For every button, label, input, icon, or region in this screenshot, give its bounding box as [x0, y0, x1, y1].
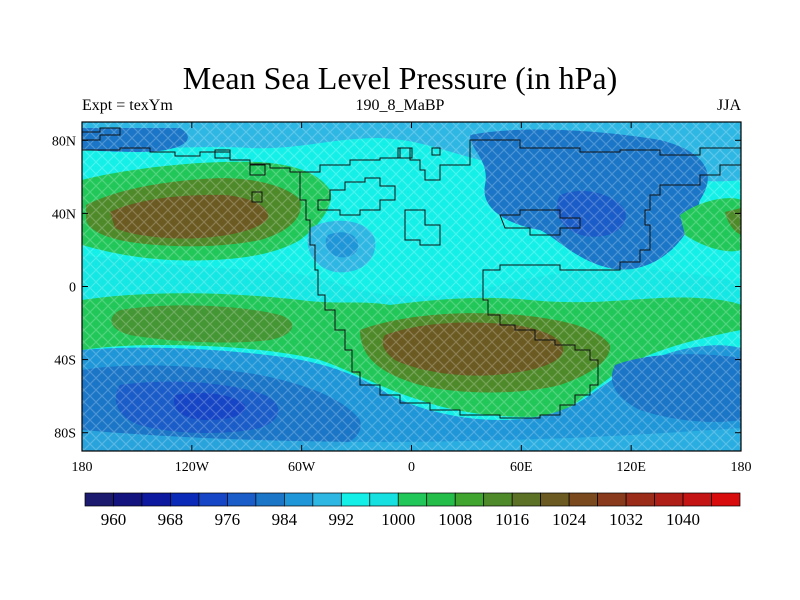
colorbar-swatch	[568, 492, 598, 507]
continent-outline	[82, 127, 741, 419]
lat-tick-label: 80N	[52, 134, 76, 149]
colorbar-swatch	[682, 492, 712, 507]
colorbar-swatch	[597, 492, 627, 507]
colorbar-swatch	[397, 492, 428, 507]
coastline-inland-sea	[317, 177, 396, 216]
lon-tick-label: 0	[408, 460, 415, 475]
colorbar-swatch	[255, 492, 285, 507]
coastline-island-6	[431, 147, 441, 156]
center-string: 190_8_MaBP	[355, 97, 445, 114]
colorbar-swatch	[84, 492, 114, 507]
coastline-west-islands	[82, 127, 121, 141]
colorbar-swatch	[340, 492, 371, 507]
coastline-island-1	[214, 149, 231, 159]
colorbar-swatch	[283, 492, 314, 507]
colorbar-label: 984	[272, 510, 298, 529]
lon-tick-label: 180	[72, 460, 93, 475]
colorbar-swatch	[511, 492, 542, 507]
colorbar-label: 1000	[381, 510, 415, 529]
colorbar-label: 1008	[438, 510, 472, 529]
colorbar-swatch	[113, 492, 143, 507]
lat-tick-label: 80S	[54, 427, 76, 442]
colorbar-swatch	[312, 492, 342, 507]
colorbar-swatch	[483, 492, 513, 507]
colorbar-label: 992	[329, 510, 355, 529]
colorbar-swatch	[711, 492, 741, 507]
coastline-island-5	[397, 147, 413, 159]
colorbar-swatch	[198, 492, 228, 507]
coastline-north	[300, 139, 741, 181]
colorbar-swatch	[625, 492, 655, 507]
coastline-island-2	[249, 164, 266, 176]
colorbar-swatch	[654, 492, 684, 507]
colorbar: 960 968 976 984 992 1000 1008 1016 1024 1032 1040	[84, 492, 741, 529]
lat-tick-label: 0	[69, 281, 76, 296]
colorbar-label: 1040	[666, 510, 700, 529]
colorbar-swatch	[227, 492, 257, 507]
colorbar-label: 968	[158, 510, 184, 529]
colorbar-label: 1032	[609, 510, 643, 529]
colorbar-label: 960	[101, 510, 127, 529]
colorbar-swatch	[369, 492, 399, 507]
left-string: Expt = texYm	[82, 97, 173, 114]
lon-tick-label: 180	[731, 460, 752, 475]
lat-tick-label: 40S	[54, 354, 76, 369]
hatch-overlay	[82, 122, 741, 451]
lon-tick-label: 120E	[616, 460, 646, 475]
latitude-axis: 80N 40N 0 40S 80S	[52, 134, 741, 442]
lon-tick-label: 60E	[510, 460, 533, 475]
coastline-island-3	[251, 191, 263, 203]
longitude-axis: 180 120W 60W 0 60E 120E 180	[72, 122, 752, 475]
lon-tick-label: 120W	[175, 460, 210, 475]
coastline-east-sea	[499, 209, 581, 236]
colorbar-swatch	[540, 492, 570, 507]
right-string: JJA	[716, 97, 741, 114]
coastline-main	[82, 147, 741, 419]
lon-tick-label: 60W	[288, 460, 316, 475]
colorbar-swatch	[170, 492, 200, 507]
colorbar-swatch	[454, 492, 485, 507]
lat-tick-label: 40N	[52, 207, 76, 222]
plot-title: Mean Sea Level Pressure (in hPa)	[182, 60, 618, 96]
colorbar-swatch	[426, 492, 456, 507]
pressure-field	[82, 122, 741, 451]
colorbar-label: 1016	[495, 510, 529, 529]
colorbar-label: 976	[215, 510, 241, 529]
colorbar-label: 1024	[552, 510, 587, 529]
coastline-island-4	[404, 209, 441, 246]
colorbar-swatch	[141, 492, 171, 507]
